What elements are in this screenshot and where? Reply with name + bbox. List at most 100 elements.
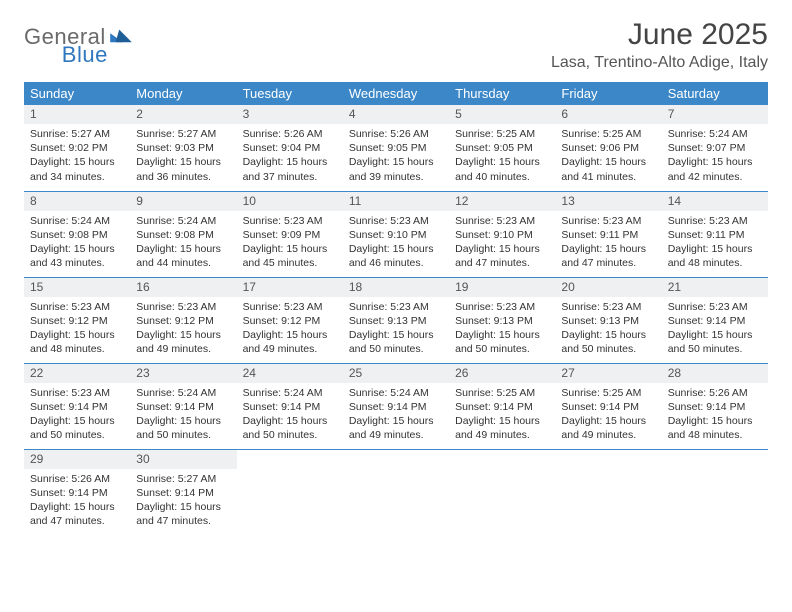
calendar-row: 15Sunrise: 5:23 AMSunset: 9:12 PMDayligh… — [24, 277, 768, 363]
day-details: Sunrise: 5:23 AMSunset: 9:10 PMDaylight:… — [449, 211, 555, 275]
calendar-cell: 5Sunrise: 5:25 AMSunset: 9:05 PMDaylight… — [449, 105, 555, 191]
day-details: Sunrise: 5:24 AMSunset: 9:14 PMDaylight:… — [130, 383, 236, 447]
calendar-row: 22Sunrise: 5:23 AMSunset: 9:14 PMDayligh… — [24, 363, 768, 449]
day-details: Sunrise: 5:25 AMSunset: 9:14 PMDaylight:… — [555, 383, 661, 447]
header: General Blue June 2025 Lasa, Trentino-Al… — [24, 18, 768, 72]
day-details: Sunrise: 5:24 AMSunset: 9:07 PMDaylight:… — [662, 124, 768, 188]
day-details: Sunrise: 5:25 AMSunset: 9:14 PMDaylight:… — [449, 383, 555, 447]
calendar-cell: 4Sunrise: 5:26 AMSunset: 9:05 PMDaylight… — [343, 105, 449, 191]
day-number: 14 — [662, 192, 768, 211]
weekday-row: Sunday Monday Tuesday Wednesday Thursday… — [24, 82, 768, 105]
weekday-header: Saturday — [662, 82, 768, 105]
calendar-cell: 8Sunrise: 5:24 AMSunset: 9:08 PMDaylight… — [24, 191, 130, 277]
calendar-row: 8Sunrise: 5:24 AMSunset: 9:08 PMDaylight… — [24, 191, 768, 277]
calendar-cell: 29Sunrise: 5:26 AMSunset: 9:14 PMDayligh… — [24, 449, 130, 535]
day-details: Sunrise: 5:26 AMSunset: 9:14 PMDaylight:… — [662, 383, 768, 447]
calendar-cell: 11Sunrise: 5:23 AMSunset: 9:10 PMDayligh… — [343, 191, 449, 277]
day-details: Sunrise: 5:23 AMSunset: 9:10 PMDaylight:… — [343, 211, 449, 275]
day-number: 27 — [555, 364, 661, 383]
day-number: 11 — [343, 192, 449, 211]
calendar-cell: 12Sunrise: 5:23 AMSunset: 9:10 PMDayligh… — [449, 191, 555, 277]
day-number: 24 — [237, 364, 343, 383]
day-details: Sunrise: 5:23 AMSunset: 9:14 PMDaylight:… — [662, 297, 768, 361]
calendar-cell: 18Sunrise: 5:23 AMSunset: 9:13 PMDayligh… — [343, 277, 449, 363]
day-details: Sunrise: 5:23 AMSunset: 9:13 PMDaylight:… — [343, 297, 449, 361]
page-subtitle: Lasa, Trentino-Alto Adige, Italy — [551, 54, 768, 72]
calendar-cell: 23Sunrise: 5:24 AMSunset: 9:14 PMDayligh… — [130, 363, 236, 449]
day-details: Sunrise: 5:24 AMSunset: 9:14 PMDaylight:… — [343, 383, 449, 447]
calendar-cell: 19Sunrise: 5:23 AMSunset: 9:13 PMDayligh… — [449, 277, 555, 363]
day-number: 6 — [555, 105, 661, 124]
calendar-cell: 16Sunrise: 5:23 AMSunset: 9:12 PMDayligh… — [130, 277, 236, 363]
calendar-cell: 3Sunrise: 5:26 AMSunset: 9:04 PMDaylight… — [237, 105, 343, 191]
calendar-cell-empty — [237, 449, 343, 535]
day-number: 9 — [130, 192, 236, 211]
calendar-cell-empty — [662, 449, 768, 535]
brand-text-blue: Blue — [62, 42, 108, 68]
day-number: 20 — [555, 278, 661, 297]
brand-mark-icon — [110, 26, 132, 44]
day-number: 3 — [237, 105, 343, 124]
calendar-cell: 22Sunrise: 5:23 AMSunset: 9:14 PMDayligh… — [24, 363, 130, 449]
calendar-cell-empty — [343, 449, 449, 535]
day-details: Sunrise: 5:24 AMSunset: 9:08 PMDaylight:… — [24, 211, 130, 275]
day-number: 21 — [662, 278, 768, 297]
day-details: Sunrise: 5:26 AMSunset: 9:04 PMDaylight:… — [237, 124, 343, 188]
calendar-cell: 2Sunrise: 5:27 AMSunset: 9:03 PMDaylight… — [130, 105, 236, 191]
weekday-header: Monday — [130, 82, 236, 105]
day-details: Sunrise: 5:24 AMSunset: 9:08 PMDaylight:… — [130, 211, 236, 275]
day-details: Sunrise: 5:23 AMSunset: 9:11 PMDaylight:… — [662, 211, 768, 275]
brand-logo: General Blue — [24, 18, 182, 50]
day-number: 13 — [555, 192, 661, 211]
day-number: 12 — [449, 192, 555, 211]
calendar-row: 29Sunrise: 5:26 AMSunset: 9:14 PMDayligh… — [24, 449, 768, 535]
day-number: 15 — [24, 278, 130, 297]
day-number: 29 — [24, 450, 130, 469]
day-number: 23 — [130, 364, 236, 383]
day-details: Sunrise: 5:23 AMSunset: 9:13 PMDaylight:… — [555, 297, 661, 361]
day-number: 19 — [449, 278, 555, 297]
calendar-cell: 7Sunrise: 5:24 AMSunset: 9:07 PMDaylight… — [662, 105, 768, 191]
weekday-header: Sunday — [24, 82, 130, 105]
calendar-cell: 13Sunrise: 5:23 AMSunset: 9:11 PMDayligh… — [555, 191, 661, 277]
day-number: 30 — [130, 450, 236, 469]
day-details: Sunrise: 5:27 AMSunset: 9:03 PMDaylight:… — [130, 124, 236, 188]
day-details: Sunrise: 5:23 AMSunset: 9:14 PMDaylight:… — [24, 383, 130, 447]
title-block: June 2025 Lasa, Trentino-Alto Adige, Ita… — [551, 18, 768, 72]
day-details: Sunrise: 5:25 AMSunset: 9:05 PMDaylight:… — [449, 124, 555, 188]
weekday-header: Wednesday — [343, 82, 449, 105]
day-number: 7 — [662, 105, 768, 124]
day-number: 28 — [662, 364, 768, 383]
day-number: 22 — [24, 364, 130, 383]
weekday-header: Friday — [555, 82, 661, 105]
calendar-cell: 14Sunrise: 5:23 AMSunset: 9:11 PMDayligh… — [662, 191, 768, 277]
calendar-cell: 15Sunrise: 5:23 AMSunset: 9:12 PMDayligh… — [24, 277, 130, 363]
day-number: 8 — [24, 192, 130, 211]
calendar-cell: 30Sunrise: 5:27 AMSunset: 9:14 PMDayligh… — [130, 449, 236, 535]
calendar-cell: 28Sunrise: 5:26 AMSunset: 9:14 PMDayligh… — [662, 363, 768, 449]
calendar-cell: 20Sunrise: 5:23 AMSunset: 9:13 PMDayligh… — [555, 277, 661, 363]
weekday-header: Thursday — [449, 82, 555, 105]
day-number: 10 — [237, 192, 343, 211]
calendar-table: Sunday Monday Tuesday Wednesday Thursday… — [24, 82, 768, 535]
day-details: Sunrise: 5:26 AMSunset: 9:14 PMDaylight:… — [24, 469, 130, 533]
day-details: Sunrise: 5:23 AMSunset: 9:09 PMDaylight:… — [237, 211, 343, 275]
calendar-cell: 26Sunrise: 5:25 AMSunset: 9:14 PMDayligh… — [449, 363, 555, 449]
day-details: Sunrise: 5:27 AMSunset: 9:02 PMDaylight:… — [24, 124, 130, 188]
day-details: Sunrise: 5:23 AMSunset: 9:13 PMDaylight:… — [449, 297, 555, 361]
page-title: June 2025 — [551, 18, 768, 52]
day-number: 1 — [24, 105, 130, 124]
day-details: Sunrise: 5:23 AMSunset: 9:12 PMDaylight:… — [24, 297, 130, 361]
day-details: Sunrise: 5:24 AMSunset: 9:14 PMDaylight:… — [237, 383, 343, 447]
calendar-cell: 21Sunrise: 5:23 AMSunset: 9:14 PMDayligh… — [662, 277, 768, 363]
calendar-cell: 1Sunrise: 5:27 AMSunset: 9:02 PMDaylight… — [24, 105, 130, 191]
day-details: Sunrise: 5:23 AMSunset: 9:12 PMDaylight:… — [130, 297, 236, 361]
day-number: 4 — [343, 105, 449, 124]
day-number: 2 — [130, 105, 236, 124]
day-number: 17 — [237, 278, 343, 297]
calendar-cell: 25Sunrise: 5:24 AMSunset: 9:14 PMDayligh… — [343, 363, 449, 449]
day-number: 5 — [449, 105, 555, 124]
calendar-cell: 6Sunrise: 5:25 AMSunset: 9:06 PMDaylight… — [555, 105, 661, 191]
calendar-cell: 24Sunrise: 5:24 AMSunset: 9:14 PMDayligh… — [237, 363, 343, 449]
calendar-cell: 17Sunrise: 5:23 AMSunset: 9:12 PMDayligh… — [237, 277, 343, 363]
